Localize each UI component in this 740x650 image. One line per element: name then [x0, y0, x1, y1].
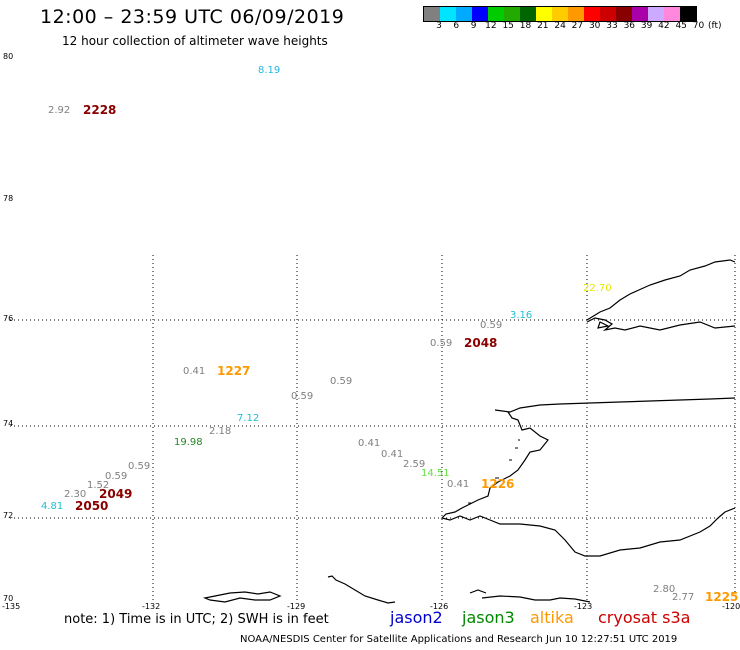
legend-swatch	[456, 7, 472, 21]
y-tick-label: 76	[3, 314, 14, 323]
time-label: 2049	[99, 487, 133, 501]
legend-swatch	[520, 7, 536, 21]
wave-height-label: 0.41	[381, 449, 404, 460]
wave-height-label: 0.59	[430, 338, 453, 349]
legend-label: 42	[658, 21, 670, 31]
legend-label: 27	[571, 21, 584, 31]
legend-label: 24	[554, 21, 566, 31]
wave-height-label: 0.41	[447, 479, 470, 490]
legend-label: 30	[588, 21, 601, 31]
wave-height-label: 0.59	[105, 471, 128, 482]
page-title: 12:00 – 23:59 UTC 06/09/2019	[40, 6, 345, 28]
wave-height-label: 2.59	[403, 459, 426, 470]
satellite-name: jason2	[390, 608, 443, 627]
legend-swatch	[552, 7, 568, 21]
legend-label: 36	[623, 21, 636, 31]
wave-height-label: 0.59	[128, 461, 151, 472]
y-tick-label: 80	[3, 52, 14, 61]
legend-swatch	[472, 7, 488, 21]
grid-lines	[10, 255, 736, 603]
legend-swatch	[584, 7, 600, 21]
satellite-name: altika	[530, 608, 574, 627]
x-tick-label: -132	[142, 602, 161, 611]
wave-height-label: 2.77	[672, 592, 695, 603]
x-tick-label: -123	[574, 602, 593, 611]
wave-height-label: 22.70	[583, 283, 612, 294]
x-tick-label: -135	[2, 602, 21, 611]
legend-swatch	[536, 7, 552, 21]
legend-label: 39	[640, 21, 653, 31]
y-tick-label: 70	[3, 594, 14, 603]
coast-upper	[586, 259, 736, 332]
legend-swatch	[648, 7, 664, 21]
x-tick-label: -120	[722, 602, 740, 611]
wave-height-label: 0.41	[358, 438, 381, 449]
footer-note: note: 1) Time is in UTC; 2) SWH is in fe…	[64, 612, 329, 627]
page-subtitle: 12 hour collection of altimeter wave hei…	[62, 34, 328, 48]
y-tick-label: 78	[3, 194, 14, 203]
coast-island-2	[327, 575, 396, 604]
legend-label: 45	[675, 21, 687, 31]
x-tick-label: -129	[287, 602, 306, 611]
legend-swatch	[600, 7, 616, 21]
wave-height-label: 2.30	[64, 489, 87, 500]
legend-label: 70	[692, 21, 705, 31]
wave-height-label: 1.52	[87, 480, 110, 491]
time-label: 2228	[83, 103, 117, 117]
wave-height-label: 19.98	[174, 437, 203, 448]
legend-label: 21	[537, 21, 549, 31]
wave-height-label: 14.51	[421, 468, 450, 479]
wave-height-label: 3.16	[510, 310, 533, 321]
coastline	[202, 259, 736, 604]
wave-height-label: 0.59	[480, 320, 503, 331]
legend-label: 18	[519, 21, 532, 31]
legend-label: 12	[485, 21, 497, 31]
legend-swatch	[440, 7, 456, 21]
wave-height-label: 0.41	[183, 366, 206, 377]
credit-line: NOAA/NESDIS Center for Satellite Applica…	[240, 634, 678, 645]
legend-unit: (ft)	[708, 21, 722, 31]
time-label: 2048	[464, 336, 498, 350]
coast-island-3	[469, 589, 591, 603]
x-tick-label: -126	[430, 602, 449, 611]
coast-dots	[468, 439, 520, 504]
legend-swatch	[616, 7, 632, 21]
legend-swatch	[680, 7, 696, 21]
legend-label: 33	[606, 21, 618, 31]
y-tick-label: 72	[3, 511, 14, 520]
legend-swatch	[568, 7, 584, 21]
color-legend	[423, 6, 697, 22]
coast-island-1	[202, 591, 282, 603]
wave-height-label: 0.59	[291, 391, 314, 402]
time-label: 2050	[75, 499, 109, 513]
time-label: 1226	[481, 477, 515, 491]
satellite-name: cryosat s3a	[598, 608, 691, 627]
wave-height-label: 0.59	[330, 376, 353, 387]
legend-label: 9	[470, 21, 477, 31]
legend-label: 15	[502, 21, 514, 31]
wave-height-label: 8.19	[258, 65, 281, 76]
y-tick-label: 74	[3, 419, 14, 428]
wave-height-label: 2.18	[209, 426, 232, 437]
legend-label: 3	[436, 21, 442, 31]
legend-swatch	[504, 7, 520, 21]
legend-swatch	[632, 7, 648, 21]
time-label: 1227	[217, 364, 251, 378]
legend-swatch	[424, 7, 440, 21]
legend-swatch	[488, 7, 504, 21]
satellite-name: jason3	[462, 608, 515, 627]
legend-swatch	[664, 7, 680, 21]
coast-main	[440, 397, 736, 557]
wave-height-label: 2.80	[653, 584, 676, 595]
legend-label: 6	[453, 21, 460, 31]
wave-height-label: 2.92	[48, 105, 71, 116]
wave-height-label: 7.12	[237, 413, 260, 424]
time-label: 1225	[705, 590, 739, 604]
wave-height-label: 4.81	[41, 501, 64, 512]
